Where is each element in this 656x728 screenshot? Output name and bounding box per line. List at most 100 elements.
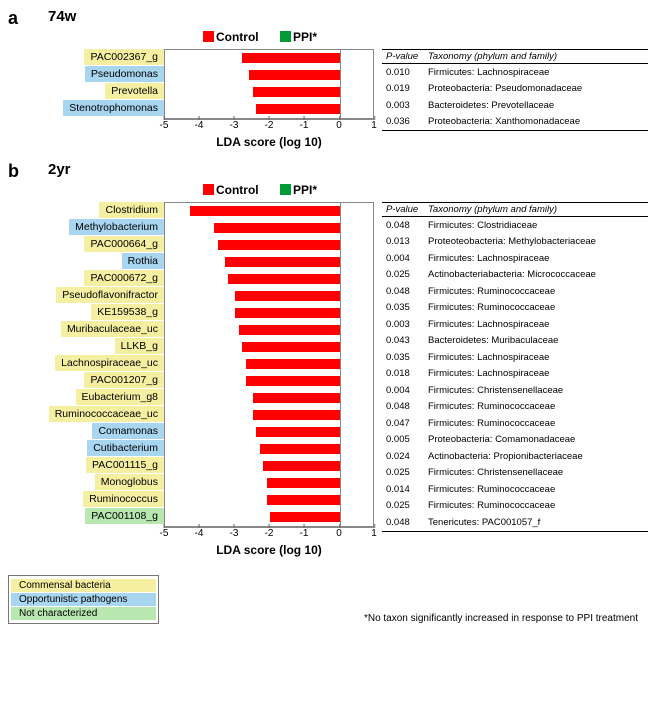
tax-cell: Firmicutes: Ruminococcaceae	[424, 300, 648, 317]
taxa-label: PAC000672_g	[84, 270, 164, 286]
table-row: 0.035Firmicutes: Ruminococcaceae	[382, 300, 648, 317]
pval-cell: 0.004	[382, 250, 424, 267]
category-legend-item: Opportunistic pathogens	[11, 593, 156, 606]
tax-cell: Proteobacteria: Pseudomonadaceae	[424, 81, 648, 98]
lda-bar	[267, 478, 341, 488]
pval-cell: 0.043	[382, 333, 424, 350]
control-label: Control	[216, 30, 259, 44]
tax-cell: Actinobacteria: Propionibacteriaceae	[424, 448, 648, 465]
axis-tick: -3	[230, 528, 239, 539]
table-row: 0.003Bacteroidetes: Prevotellaceae	[382, 97, 648, 114]
table-row: 0.025Firmicutes: Christensenellaceae	[382, 465, 648, 482]
table-row: 0.018Firmicutes: Lachnospiraceae	[382, 366, 648, 383]
table-row: 0.019Proteobacteria: Pseudomonadaceae	[382, 81, 648, 98]
taxa-label: Eubacterium_g8	[76, 389, 164, 405]
lda-bar	[256, 427, 340, 437]
lda-bar	[214, 223, 340, 233]
table-row: 0.048Firmicutes: Clostridiaceae	[382, 217, 648, 234]
lda-bar	[228, 274, 340, 284]
pval-cell: 0.003	[382, 97, 424, 114]
table-row: 0.013Proteoteobacteria: Methylobacteriac…	[382, 234, 648, 251]
taxa-label: Stenotrophomonas	[63, 100, 164, 116]
lda-bar	[253, 393, 341, 403]
bars-b	[164, 202, 374, 527]
tax-cell: Firmicutes: Christensenellaceae	[424, 465, 648, 482]
pval-cell: 0.010	[382, 64, 424, 81]
axis-tick: 1	[371, 120, 377, 131]
legend-top-b: Control PPI*	[164, 182, 374, 200]
table-b: P-value Taxonomy (phylum and family) 0.0…	[382, 202, 648, 557]
taxa-label: PAC001115_g	[86, 457, 164, 473]
lda-bar	[253, 410, 341, 420]
table-row: 0.025Actinobacteriabacteria: Micrococcac…	[382, 267, 648, 284]
panel-b-label: b	[8, 159, 19, 181]
tax-cell: Firmicutes: Ruminococcaceae	[424, 415, 648, 432]
taxa-label: Cutibacterium	[87, 440, 164, 456]
table-row: 0.024Actinobacteria: Propionibacteriacea…	[382, 448, 648, 465]
taxa-label: PAC001108_g	[85, 508, 164, 524]
pval-cell: 0.018	[382, 366, 424, 383]
axis-ticks-a: -5-4-3-2-101	[164, 119, 374, 133]
taxa-label: Prevotella	[105, 83, 164, 99]
lda-bar	[256, 104, 340, 114]
taxa-label: Ruminococcaceae_uc	[49, 406, 164, 422]
taxa-label: Lachnospiraceae_uc	[55, 355, 164, 371]
legend-top-a: Control PPI*	[164, 29, 374, 47]
table-row: 0.005Proteobacteria: Comamonadaceae	[382, 432, 648, 449]
bars-a	[164, 49, 374, 119]
lda-bar	[246, 376, 341, 386]
taxa-label: PAC000664_g	[84, 236, 164, 252]
table-row: 0.043Bacteroidetes: Muribaculaceae	[382, 333, 648, 350]
pval-cell: 0.004	[382, 382, 424, 399]
table-row: 0.025Firmicutes: Ruminococcaceae	[382, 498, 648, 515]
panel-b-timepoint: 2yr	[48, 161, 71, 178]
axis-tick: -4	[195, 528, 204, 539]
tax-cell: Bacteroidetes: Prevotellaceae	[424, 97, 648, 114]
lda-bar	[235, 308, 340, 318]
table-row: 0.048Firmicutes: Ruminococcaceae	[382, 399, 648, 416]
table-row: 0.004Firmicutes: Christensenellaceae	[382, 382, 648, 399]
th-pval-b: P-value	[382, 203, 424, 217]
lda-bar	[239, 325, 341, 335]
ppi-swatch	[280, 31, 291, 42]
tax-cell: Firmicutes: Lachnospiraceae	[424, 64, 648, 81]
table-row: 0.048Firmicutes: Ruminococcaceae	[382, 283, 648, 300]
tax-cell: Firmicutes: Clostridiaceae	[424, 217, 648, 234]
pval-cell: 0.025	[382, 267, 424, 284]
taxa-label: PAC001207_g	[84, 372, 164, 388]
taxa-column-a: PAC002367_gPseudomonasPrevotellaStenotro…	[8, 49, 164, 149]
lda-bar	[246, 359, 341, 369]
tax-cell: Firmicutes: Ruminococcaceae	[424, 498, 648, 515]
category-legend-item: Not characterized	[11, 607, 156, 620]
pval-cell: 0.047	[382, 415, 424, 432]
tax-cell: Bacteroidetes: Muribaculaceae	[424, 333, 648, 350]
category-legend-item: Commensal bacteria	[11, 579, 156, 592]
taxa-label: Muribaculaceae_uc	[61, 321, 164, 337]
zero-line	[340, 203, 341, 526]
axis-tick: 0	[336, 120, 342, 131]
pval-cell: 0.048	[382, 399, 424, 416]
table-row: 0.010Firmicutes: Lachnospiraceae	[382, 64, 648, 81]
axis-tick: -5	[160, 528, 169, 539]
pval-cell: 0.014	[382, 481, 424, 498]
control-swatch-b	[203, 184, 214, 195]
pval-cell: 0.019	[382, 81, 424, 98]
category-legend: Commensal bacteriaOpportunistic pathogen…	[8, 575, 159, 624]
taxa-label: LLKB_g	[115, 338, 164, 354]
tax-cell: Actinobacteriabacteria: Micrococcaceae	[424, 267, 648, 284]
tax-cell: Tenericutes: PAC001057_f	[424, 514, 648, 531]
lda-bar	[270, 512, 340, 522]
taxa-label: Rothia	[122, 253, 164, 269]
panel-a-label: a	[8, 6, 18, 28]
th-pval: P-value	[382, 50, 424, 64]
taxa-label: Ruminococcus	[83, 491, 164, 507]
table-row: 0.035Firmicutes: Lachnospiraceae	[382, 349, 648, 366]
ppi-swatch-b	[280, 184, 291, 195]
tax-cell: Firmicutes: Ruminococcaceae	[424, 283, 648, 300]
table-row: 0.047Firmicutes: Ruminococcaceae	[382, 415, 648, 432]
ppi-label: PPI*	[293, 30, 317, 44]
pval-cell: 0.003	[382, 316, 424, 333]
th-tax: Taxonomy (phylum and family)	[424, 50, 648, 64]
tax-cell: Proteoteobacteria: Methylobacteriaceae	[424, 234, 648, 251]
tax-cell: Firmicutes: Lachnospiraceae	[424, 349, 648, 366]
